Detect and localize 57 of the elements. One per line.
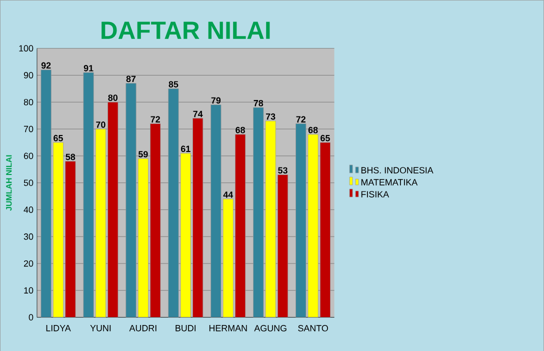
y-tick-label: 0 — [28, 314, 34, 320]
bar — [95, 128, 106, 318]
y-tick-label: 20 — [24, 260, 34, 266]
x-tick-label: BUDI — [176, 324, 196, 332]
data-label: 78 — [254, 100, 264, 106]
data-label: 80 — [108, 94, 118, 101]
y-tick-label: 60 — [24, 152, 34, 159]
y-tick-label: 40 — [24, 206, 34, 213]
x-tick-label: YUNI — [90, 324, 111, 332]
y-tick-label: 90 — [24, 72, 34, 78]
bar — [52, 142, 64, 318]
y-tick-label: 30 — [24, 233, 34, 240]
x-tick-label: AGUNG — [254, 324, 286, 332]
legend-label: FISIKA — [361, 190, 390, 198]
x-tick-label: AUDRI — [129, 324, 156, 332]
y-tick-label: 50 — [24, 179, 34, 186]
bar — [168, 88, 179, 318]
x-tick-label: LIDYA — [46, 324, 71, 331]
y-tick-label: 80 — [24, 98, 34, 106]
y-tick-label: 10 — [24, 286, 34, 294]
data-label: 73 — [266, 113, 276, 120]
bar — [126, 82, 136, 318]
data-label: 72 — [296, 116, 306, 122]
bar — [296, 123, 306, 318]
legend-label: MATEMATIKA — [361, 178, 418, 186]
bar — [180, 152, 191, 318]
data-label: 72 — [150, 116, 160, 122]
y-tick-label: 70 — [24, 126, 34, 132]
bar — [222, 198, 234, 318]
x-tick-label: SANTO — [298, 324, 328, 332]
data-label: 85 — [168, 80, 178, 88]
data-label: 87 — [126, 76, 136, 82]
bar — [138, 158, 148, 318]
data-label: 79 — [211, 97, 221, 104]
bar — [265, 120, 276, 318]
chart-title: DAFTAR NILAI — [102, 22, 270, 39]
y-tick-label: 100 — [19, 44, 34, 52]
bar — [308, 134, 318, 318]
bar — [253, 107, 264, 318]
data-label: 70 — [96, 121, 106, 128]
data-label: 68 — [236, 126, 246, 133]
data-label: 91 — [84, 64, 94, 72]
data-label: 65 — [54, 134, 63, 142]
bar — [40, 69, 52, 318]
data-label: 44 — [223, 191, 234, 198]
x-tick-label: HERMAN — [209, 324, 247, 331]
data-label: 58 — [66, 154, 76, 160]
data-label: 92 — [41, 62, 51, 68]
data-label: 74 — [193, 110, 203, 117]
data-label: 68 — [308, 126, 318, 133]
bar — [210, 104, 222, 318]
data-label: 61 — [180, 145, 190, 152]
bar — [83, 72, 94, 318]
legend-label: BHS. INDONESIA — [361, 166, 434, 174]
data-label: 59 — [138, 150, 148, 158]
data-label: 53 — [278, 166, 288, 174]
data-label: 65 — [320, 134, 330, 142]
